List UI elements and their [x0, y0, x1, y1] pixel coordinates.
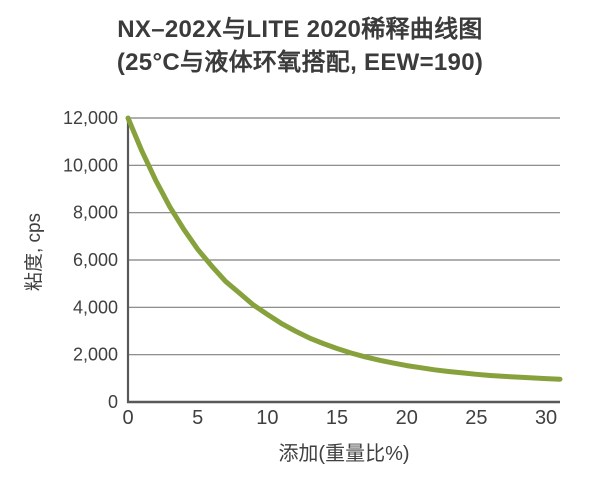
y-tick-label: 2,000	[73, 345, 118, 365]
y-tick-label: 8,000	[73, 203, 118, 223]
x-tick-label: 5	[192, 407, 203, 429]
y-tick-label: 12,000	[63, 108, 118, 128]
gridlines	[128, 117, 560, 356]
axes	[126, 117, 560, 404]
y-tick-labels: 0 2,000 4,000 6,000 8,000 10,000 12,000	[63, 108, 118, 412]
x-tick-label: 25	[465, 407, 487, 429]
y-axis-title: 粘度, cps	[23, 213, 45, 291]
x-tick-label: 0	[122, 407, 133, 429]
x-tick-label: 30	[535, 407, 557, 429]
y-tick-label: 10,000	[63, 155, 118, 175]
x-tick-labels: 0 5 10 15 20 25 30	[122, 407, 557, 429]
chart-title-line1: NX–202X与LITE 2020稀释曲线图	[117, 16, 483, 43]
chart-title: NX–202X与LITE 2020稀释曲线图 (25°C与液体环氧搭配, EEW…	[0, 13, 600, 79]
dilution-curve-line	[125, 115, 563, 382]
chart-title-line2: (25°C与液体环氧搭配, EEW=190)	[116, 49, 484, 76]
x-axis-title: 添加(重量比%)	[278, 442, 409, 465]
y-tick-label: 4,000	[73, 297, 118, 317]
y-tick-label: 6,000	[73, 250, 118, 270]
x-tick-label: 15	[326, 407, 348, 429]
x-tick-label: 10	[256, 407, 278, 429]
y-tick-label: 0	[108, 392, 118, 412]
x-tick-label: 20	[396, 407, 418, 429]
